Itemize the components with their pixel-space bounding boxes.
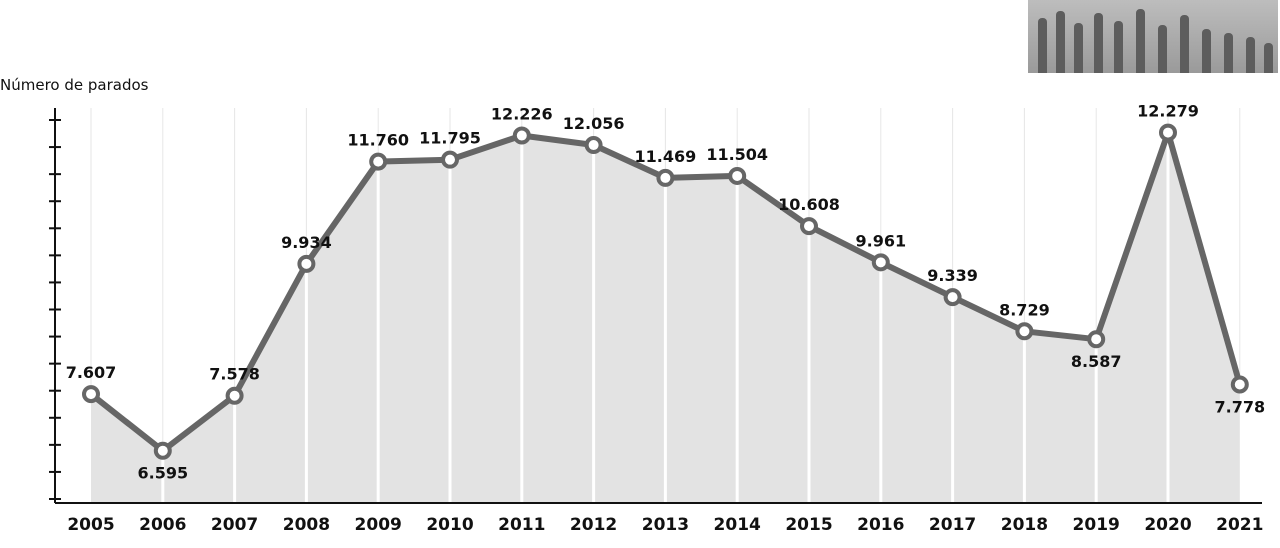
value-label-2010: 11.795 bbox=[419, 129, 481, 148]
x-tick-label-2021: 2021 bbox=[1216, 515, 1263, 535]
data-point-2019 bbox=[1087, 330, 1106, 349]
x-tick-label-2012: 2012 bbox=[570, 515, 617, 535]
x-tick-label-2020: 2020 bbox=[1144, 515, 1191, 535]
value-label-2016: 9.961 bbox=[855, 231, 906, 250]
x-tick-label-2019: 2019 bbox=[1073, 515, 1120, 535]
data-point-2015 bbox=[800, 217, 818, 236]
x-tick-label-2014: 2014 bbox=[714, 515, 761, 535]
data-point-2010 bbox=[441, 150, 459, 169]
data-point-2006 bbox=[153, 441, 172, 460]
value-label-2017: 9.339 bbox=[927, 266, 978, 285]
data-point-2005 bbox=[82, 385, 100, 404]
value-label-2009: 11.760 bbox=[347, 131, 409, 150]
value-label-2020: 12.279 bbox=[1137, 102, 1199, 121]
data-point-2013 bbox=[656, 168, 675, 187]
axis-layer bbox=[49, 108, 1262, 504]
data-point-2017 bbox=[943, 288, 962, 307]
x-tick-label-2008: 2008 bbox=[283, 515, 330, 535]
x-tick-label-2006: 2006 bbox=[139, 515, 186, 535]
value-label-2008: 9.934 bbox=[281, 233, 332, 252]
x-tick-label-2015: 2015 bbox=[785, 515, 832, 535]
data-point-2011 bbox=[512, 126, 531, 145]
x-tick-label-2005: 2005 bbox=[67, 515, 114, 535]
value-label-2006: 6.595 bbox=[137, 464, 188, 483]
x-tick-label-2016: 2016 bbox=[857, 515, 904, 535]
value-label-2011: 12.226 bbox=[491, 105, 553, 124]
x-tick-label-2009: 2009 bbox=[355, 515, 402, 535]
value-label-2014: 11.504 bbox=[706, 145, 768, 164]
x-tick-label-2010: 2010 bbox=[426, 515, 473, 535]
value-label-2005: 7.607 bbox=[66, 363, 117, 382]
data-point-2007 bbox=[225, 386, 244, 405]
data-point-2009 bbox=[369, 152, 388, 171]
value-label-2015: 10.608 bbox=[778, 195, 840, 214]
x-tick-label-2013: 2013 bbox=[642, 515, 689, 535]
x-tick-label-2011: 2011 bbox=[498, 515, 545, 535]
data-point-2016 bbox=[871, 253, 890, 272]
value-label-2007: 7.578 bbox=[209, 365, 260, 384]
data-point-2014 bbox=[728, 166, 747, 185]
x-tick-label-2007: 2007 bbox=[211, 515, 258, 535]
value-label-2019: 8.587 bbox=[1071, 352, 1122, 371]
value-label-2018: 8.729 bbox=[999, 300, 1050, 319]
value-label-2012: 12.056 bbox=[563, 114, 625, 133]
data-point-2020 bbox=[1159, 123, 1177, 142]
point-layer bbox=[82, 123, 1249, 460]
data-point-2021 bbox=[1230, 375, 1249, 394]
label-layer: 7.607 6.595 7.578 9.934 11.760 11.795 12.226 12… bbox=[66, 102, 1265, 483]
value-label-2021: 7.778 bbox=[1214, 398, 1265, 417]
value-label-2013: 11.469 bbox=[635, 147, 697, 166]
data-point-2012 bbox=[584, 136, 603, 155]
data-point-2008 bbox=[297, 254, 316, 273]
x-tick-label-2018: 2018 bbox=[1001, 515, 1048, 535]
data-point-2018 bbox=[1015, 322, 1034, 341]
grid-layer bbox=[90, 108, 1241, 503]
x-tick-labels: 2005 2006 2007 2008 2009 2010 2011 2012 2013 2014… bbox=[67, 515, 1263, 535]
y-axis-label: Número de parados bbox=[0, 76, 149, 94]
x-tick-label-2017: 2017 bbox=[929, 515, 976, 535]
crowd-photo-icon bbox=[1028, 0, 1278, 73]
